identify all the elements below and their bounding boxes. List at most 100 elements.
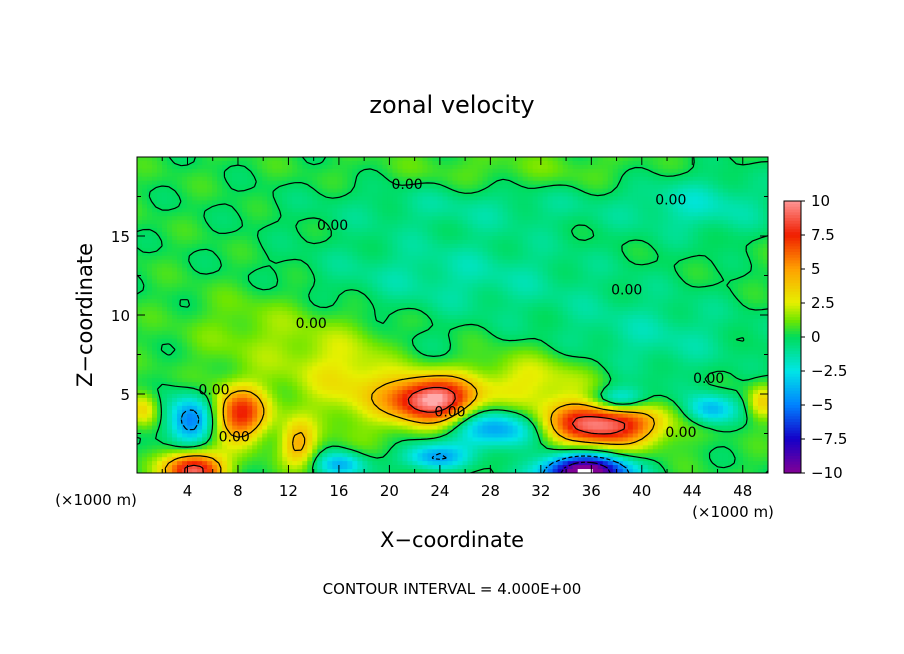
heatmap-cell bbox=[522, 239, 529, 245]
heatmap-cell bbox=[137, 291, 143, 296]
heatmap-cell bbox=[537, 251, 544, 257]
heatmap-cell bbox=[332, 228, 338, 233]
heatmap-cell bbox=[507, 220, 514, 225]
heatmap-cell bbox=[707, 212, 714, 217]
heatmap-cell bbox=[347, 180, 353, 186]
heatmap-cell bbox=[707, 275, 714, 281]
heatmap-cell bbox=[367, 172, 373, 178]
heatmap-cell bbox=[762, 232, 768, 237]
heatmap-cell bbox=[347, 259, 353, 265]
heatmap-cell bbox=[387, 255, 394, 261]
heatmap-cell bbox=[692, 287, 699, 292]
heatmap-cell bbox=[442, 243, 449, 249]
heatmap-cell bbox=[702, 303, 709, 308]
heatmap-cell bbox=[557, 275, 564, 281]
heatmap-cell bbox=[632, 208, 639, 213]
heatmap-cell bbox=[162, 251, 168, 257]
heatmap-cell bbox=[327, 208, 333, 213]
heatmap-cell bbox=[137, 212, 143, 217]
heatmap-cell bbox=[377, 263, 383, 269]
heatmap-cell bbox=[417, 216, 424, 221]
heatmap-cell bbox=[657, 176, 664, 182]
heatmap-cell bbox=[472, 232, 479, 237]
heatmap-cell bbox=[697, 232, 704, 237]
heatmap-cell bbox=[597, 243, 604, 249]
heatmap-cell bbox=[552, 243, 559, 249]
heatmap-cell bbox=[457, 200, 464, 205]
heatmap-cell bbox=[502, 176, 509, 182]
heatmap-cell bbox=[542, 299, 549, 304]
heatmap-cell bbox=[552, 295, 559, 300]
heatmap-cell bbox=[347, 192, 353, 198]
heatmap-cell bbox=[497, 168, 504, 174]
heatmap-cell bbox=[692, 184, 699, 190]
heatmap-cell bbox=[627, 236, 634, 241]
heatmap-cell bbox=[437, 224, 444, 229]
heatmap-cell bbox=[757, 192, 764, 198]
heatmap-cell bbox=[167, 168, 173, 174]
heatmap-cell bbox=[177, 204, 183, 209]
heatmap-cell bbox=[392, 239, 399, 245]
heatmap-cell bbox=[357, 188, 363, 194]
heatmap-cell bbox=[287, 295, 293, 300]
heatmap-cell bbox=[422, 176, 429, 182]
heatmap-cell bbox=[667, 247, 674, 253]
heatmap-cell bbox=[432, 299, 439, 304]
heatmap-cell bbox=[252, 299, 258, 304]
heatmap-cell bbox=[412, 188, 419, 194]
heatmap-cell bbox=[207, 263, 213, 269]
heatmap-cell bbox=[682, 299, 689, 304]
heatmap-cell bbox=[242, 196, 248, 202]
heatmap-cell bbox=[367, 200, 373, 205]
heatmap-cell bbox=[492, 176, 499, 182]
heatmap-cell bbox=[157, 188, 163, 194]
heatmap-cell bbox=[512, 172, 519, 178]
heatmap-cell bbox=[667, 295, 674, 300]
heatmap-cell bbox=[302, 247, 308, 253]
heatmap-cell bbox=[202, 192, 208, 198]
heatmap-cell bbox=[732, 157, 739, 162]
heatmap-cell bbox=[317, 196, 323, 202]
heatmap-cell bbox=[512, 176, 519, 182]
heatmap-cell bbox=[142, 184, 148, 190]
heatmap-cell bbox=[197, 299, 203, 304]
heatmap-cell bbox=[622, 232, 629, 237]
heatmap-cell bbox=[342, 204, 348, 209]
heatmap-cell bbox=[402, 204, 409, 209]
heatmap-cell bbox=[392, 224, 399, 229]
heatmap-cell bbox=[452, 164, 459, 170]
heatmap-cell bbox=[312, 287, 318, 292]
heatmap-cell bbox=[407, 275, 414, 281]
heatmap-cell bbox=[717, 236, 724, 241]
heatmap-cell bbox=[322, 172, 328, 178]
heatmap-cell bbox=[227, 216, 233, 221]
heatmap-cell bbox=[432, 251, 439, 257]
heatmap-cell bbox=[552, 224, 559, 229]
heatmap-cell bbox=[442, 279, 449, 284]
heatmap-cell bbox=[252, 204, 258, 209]
heatmap-cell bbox=[587, 239, 594, 245]
heatmap-cell bbox=[327, 247, 333, 253]
heatmap-cell bbox=[197, 311, 203, 316]
heatmap-cell bbox=[252, 311, 258, 316]
heatmap-cell bbox=[637, 303, 644, 308]
heatmap-cell bbox=[572, 295, 579, 300]
heatmap-cell bbox=[272, 196, 278, 202]
heatmap-cell bbox=[712, 168, 719, 174]
heatmap-cell bbox=[217, 267, 223, 273]
heatmap-cell bbox=[722, 228, 729, 233]
heatmap-cell bbox=[622, 216, 629, 221]
heatmap-cell bbox=[157, 291, 163, 296]
heatmap-cell bbox=[207, 267, 213, 273]
heatmap-cell bbox=[197, 243, 203, 249]
heatmap-cell bbox=[207, 200, 213, 205]
heatmap-cell bbox=[497, 291, 504, 296]
heatmap-cell bbox=[317, 180, 323, 186]
heatmap-cell bbox=[622, 255, 629, 261]
heatmap-cell bbox=[667, 287, 674, 292]
heatmap-cell bbox=[617, 220, 624, 225]
heatmap-cell bbox=[712, 263, 719, 269]
heatmap-cell bbox=[272, 247, 278, 253]
heatmap-cell bbox=[242, 283, 248, 288]
heatmap-cell bbox=[212, 236, 218, 241]
